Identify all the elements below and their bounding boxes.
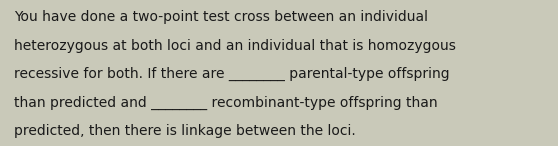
- Text: predicted, then there is linkage between the loci.: predicted, then there is linkage between…: [14, 124, 355, 138]
- Text: than predicted and ________ recombinant-type offspring than: than predicted and ________ recombinant-…: [14, 96, 437, 110]
- Text: You have done a two-point test cross between an individual: You have done a two-point test cross bet…: [14, 10, 428, 24]
- Text: heterozygous at both loci and an individual that is homozygous: heterozygous at both loci and an individ…: [14, 39, 456, 53]
- Text: recessive for both. If there are ________ parental-type offspring: recessive for both. If there are _______…: [14, 67, 450, 81]
